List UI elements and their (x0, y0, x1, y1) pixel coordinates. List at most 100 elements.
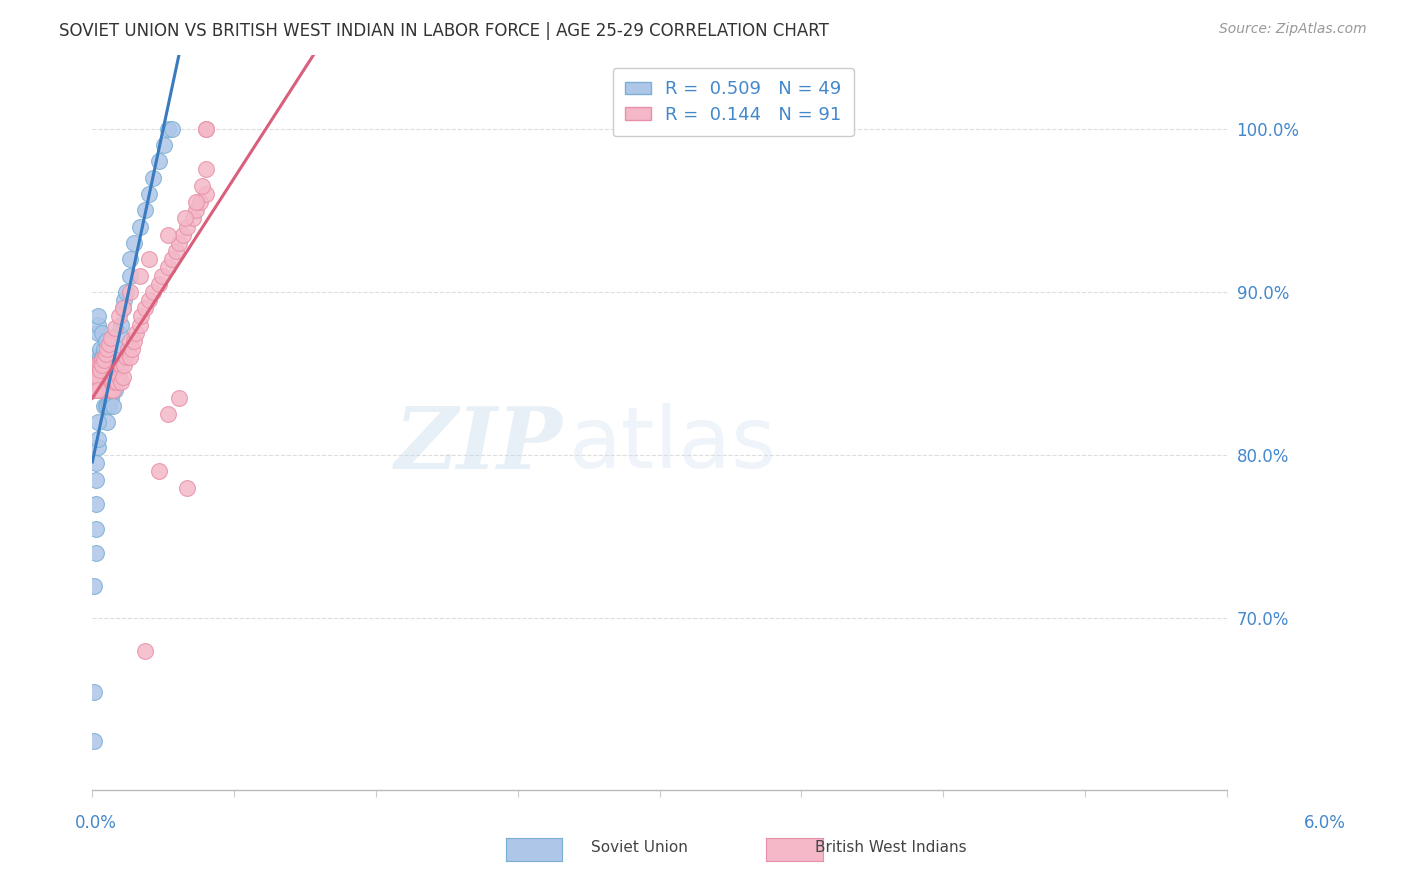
Text: SOVIET UNION VS BRITISH WEST INDIAN IN LABOR FORCE | AGE 25-29 CORRELATION CHART: SOVIET UNION VS BRITISH WEST INDIAN IN L… (59, 22, 830, 40)
Point (128, 318, 150, 332)
Point (84, 359, 107, 373)
Point (87, 310, 110, 324)
Point (94, 350, 117, 364)
Point (176, 481, 198, 495)
Point (111, 301, 134, 315)
Point (84, 383, 107, 397)
Point (93, 375, 115, 389)
Point (174, 211, 197, 226)
Point (156, 227, 179, 242)
Point (96, 342, 118, 356)
Point (94, 399, 117, 413)
Point (110, 318, 132, 332)
Point (93, 359, 115, 373)
Point (142, 285, 165, 299)
Point (194, 186, 217, 201)
Point (83, 579, 105, 593)
Point (89, 342, 111, 356)
Point (104, 383, 127, 397)
Point (153, 137, 176, 152)
Point (156, 407, 179, 421)
Point (134, 644, 156, 658)
Text: atlas: atlas (569, 403, 778, 486)
Point (114, 359, 136, 373)
Point (160, 252, 183, 267)
Point (194, 162, 217, 177)
Point (107, 353, 129, 368)
Point (98, 399, 121, 413)
Point (84, 497, 107, 511)
Point (107, 326, 129, 340)
Point (131, 310, 153, 324)
Point (96, 416, 118, 430)
Point (100, 353, 122, 368)
Point (89, 359, 111, 373)
Point (94, 375, 117, 389)
Point (122, 235, 145, 250)
Point (104, 359, 127, 373)
Point (90, 350, 112, 364)
Point (107, 310, 129, 324)
Point (96, 383, 118, 397)
Point (181, 211, 204, 226)
Point (87, 416, 110, 430)
Point (87, 326, 110, 340)
Point (148, 465, 170, 479)
Point (120, 285, 142, 299)
Point (120, 334, 142, 348)
Point (169, 235, 191, 250)
Point (90, 367, 112, 381)
Point (87, 383, 110, 397)
Point (98, 337, 121, 351)
Point (98, 383, 121, 397)
Point (134, 301, 156, 315)
Point (89, 383, 111, 397)
Point (98, 375, 121, 389)
Point (84, 522, 107, 536)
Point (94, 375, 117, 389)
Point (186, 195, 208, 210)
Point (138, 186, 160, 201)
Point (89, 359, 111, 373)
Point (148, 154, 170, 169)
Point (87, 359, 110, 373)
Point (84, 456, 107, 470)
Point (142, 170, 165, 185)
Point (100, 383, 122, 397)
Point (90, 375, 112, 389)
Point (105, 359, 128, 373)
Point (191, 178, 214, 193)
Point (89, 363, 111, 377)
Point (111, 301, 134, 315)
Point (156, 260, 179, 275)
Point (90, 326, 112, 340)
Point (83, 383, 105, 397)
Point (165, 244, 187, 258)
Point (90, 359, 112, 373)
Point (125, 326, 148, 340)
Point (90, 383, 112, 397)
Point (90, 353, 112, 368)
Point (87, 375, 110, 389)
Point (87, 318, 110, 332)
Point (100, 330, 122, 344)
Point (188, 195, 211, 210)
Point (105, 375, 128, 389)
Point (96, 399, 118, 413)
Legend: R =  0.509   N = 49, R =  0.144   N = 91: R = 0.509 N = 49, R = 0.144 N = 91 (613, 68, 853, 136)
Point (128, 268, 150, 283)
Point (186, 203, 208, 218)
Point (94, 383, 117, 397)
Point (115, 285, 138, 299)
Point (100, 369, 122, 384)
Text: British West Indians: British West Indians (815, 840, 967, 855)
Point (93, 375, 115, 389)
Point (138, 293, 160, 307)
Point (150, 268, 173, 283)
Point (156, 121, 179, 136)
Point (93, 399, 115, 413)
Point (111, 369, 134, 384)
Point (84, 375, 107, 389)
Point (160, 121, 183, 136)
Point (110, 375, 132, 389)
